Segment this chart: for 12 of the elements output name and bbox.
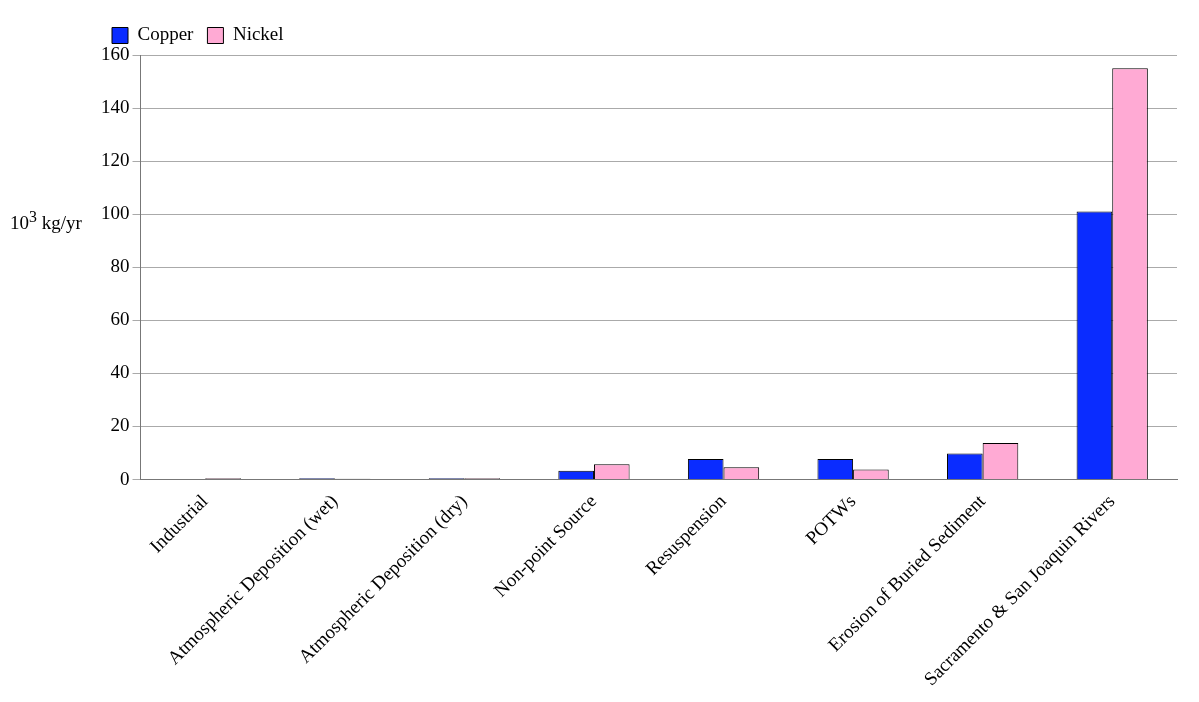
- y-tick-label: 60: [110, 308, 130, 330]
- y-tick-label: 120: [101, 149, 130, 171]
- y-tick-label: 40: [110, 361, 130, 383]
- y-tick-label: 160: [101, 42, 130, 64]
- y-tick-label: 80: [110, 255, 130, 277]
- y-tick-label: 20: [110, 414, 130, 436]
- legend-label: Copper: [137, 23, 195, 45]
- y-axis-title: 10$^{3}$ kg/yr: [10, 208, 82, 235]
- y-tick-label: 100: [101, 202, 130, 224]
- y-tick-label: 140: [101, 96, 130, 118]
- legend-label: Nickel: [232, 23, 284, 45]
- y-tick-label: 0: [120, 467, 130, 489]
